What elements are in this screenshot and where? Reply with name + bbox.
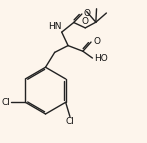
Text: HO: HO bbox=[94, 53, 108, 62]
Text: Cl: Cl bbox=[65, 117, 74, 126]
Text: O: O bbox=[82, 17, 89, 26]
Text: O: O bbox=[84, 9, 91, 18]
Text: O: O bbox=[93, 37, 100, 46]
Text: HN: HN bbox=[48, 22, 61, 31]
Text: Cl: Cl bbox=[2, 98, 11, 107]
